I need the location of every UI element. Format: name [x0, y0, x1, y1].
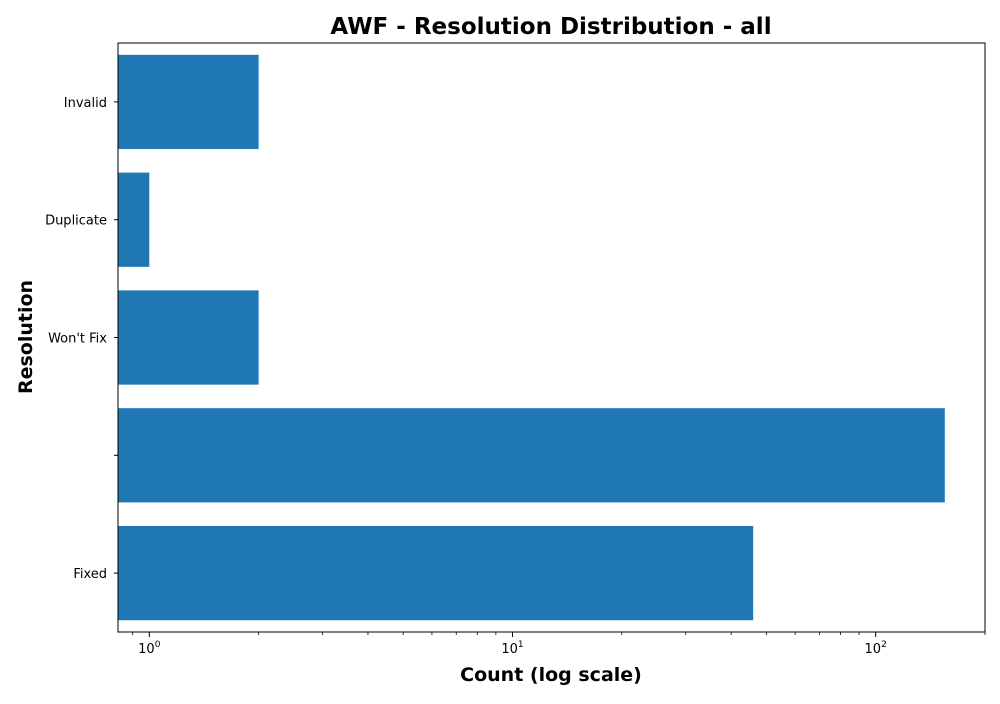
y-tick-label: Invalid: [64, 96, 107, 111]
plot-area: [118, 54, 945, 621]
x-tick-label: 101: [501, 640, 523, 657]
y-axis-label: Resolution: [15, 280, 37, 394]
chart-title: AWF - Resolution Distribution - all: [330, 14, 771, 40]
axes: Fixed Won't Fix Duplicate Invalid 100 101 102: [45, 42, 986, 657]
bar-blank: [118, 408, 945, 503]
x-axis-label: Count (log scale): [460, 664, 642, 686]
x-tick-label: 102: [865, 640, 887, 657]
bar-invalid: [118, 54, 259, 150]
bar-duplicate: [118, 172, 150, 267]
y-tick-label: Duplicate: [45, 214, 107, 229]
x-tick-label: 100: [138, 640, 161, 657]
y-tick-label: Won't Fix: [48, 332, 107, 347]
y-tick-label: Fixed: [73, 567, 107, 582]
bar-fixed: [118, 525, 754, 621]
bar-won-t-fix: [118, 290, 259, 385]
